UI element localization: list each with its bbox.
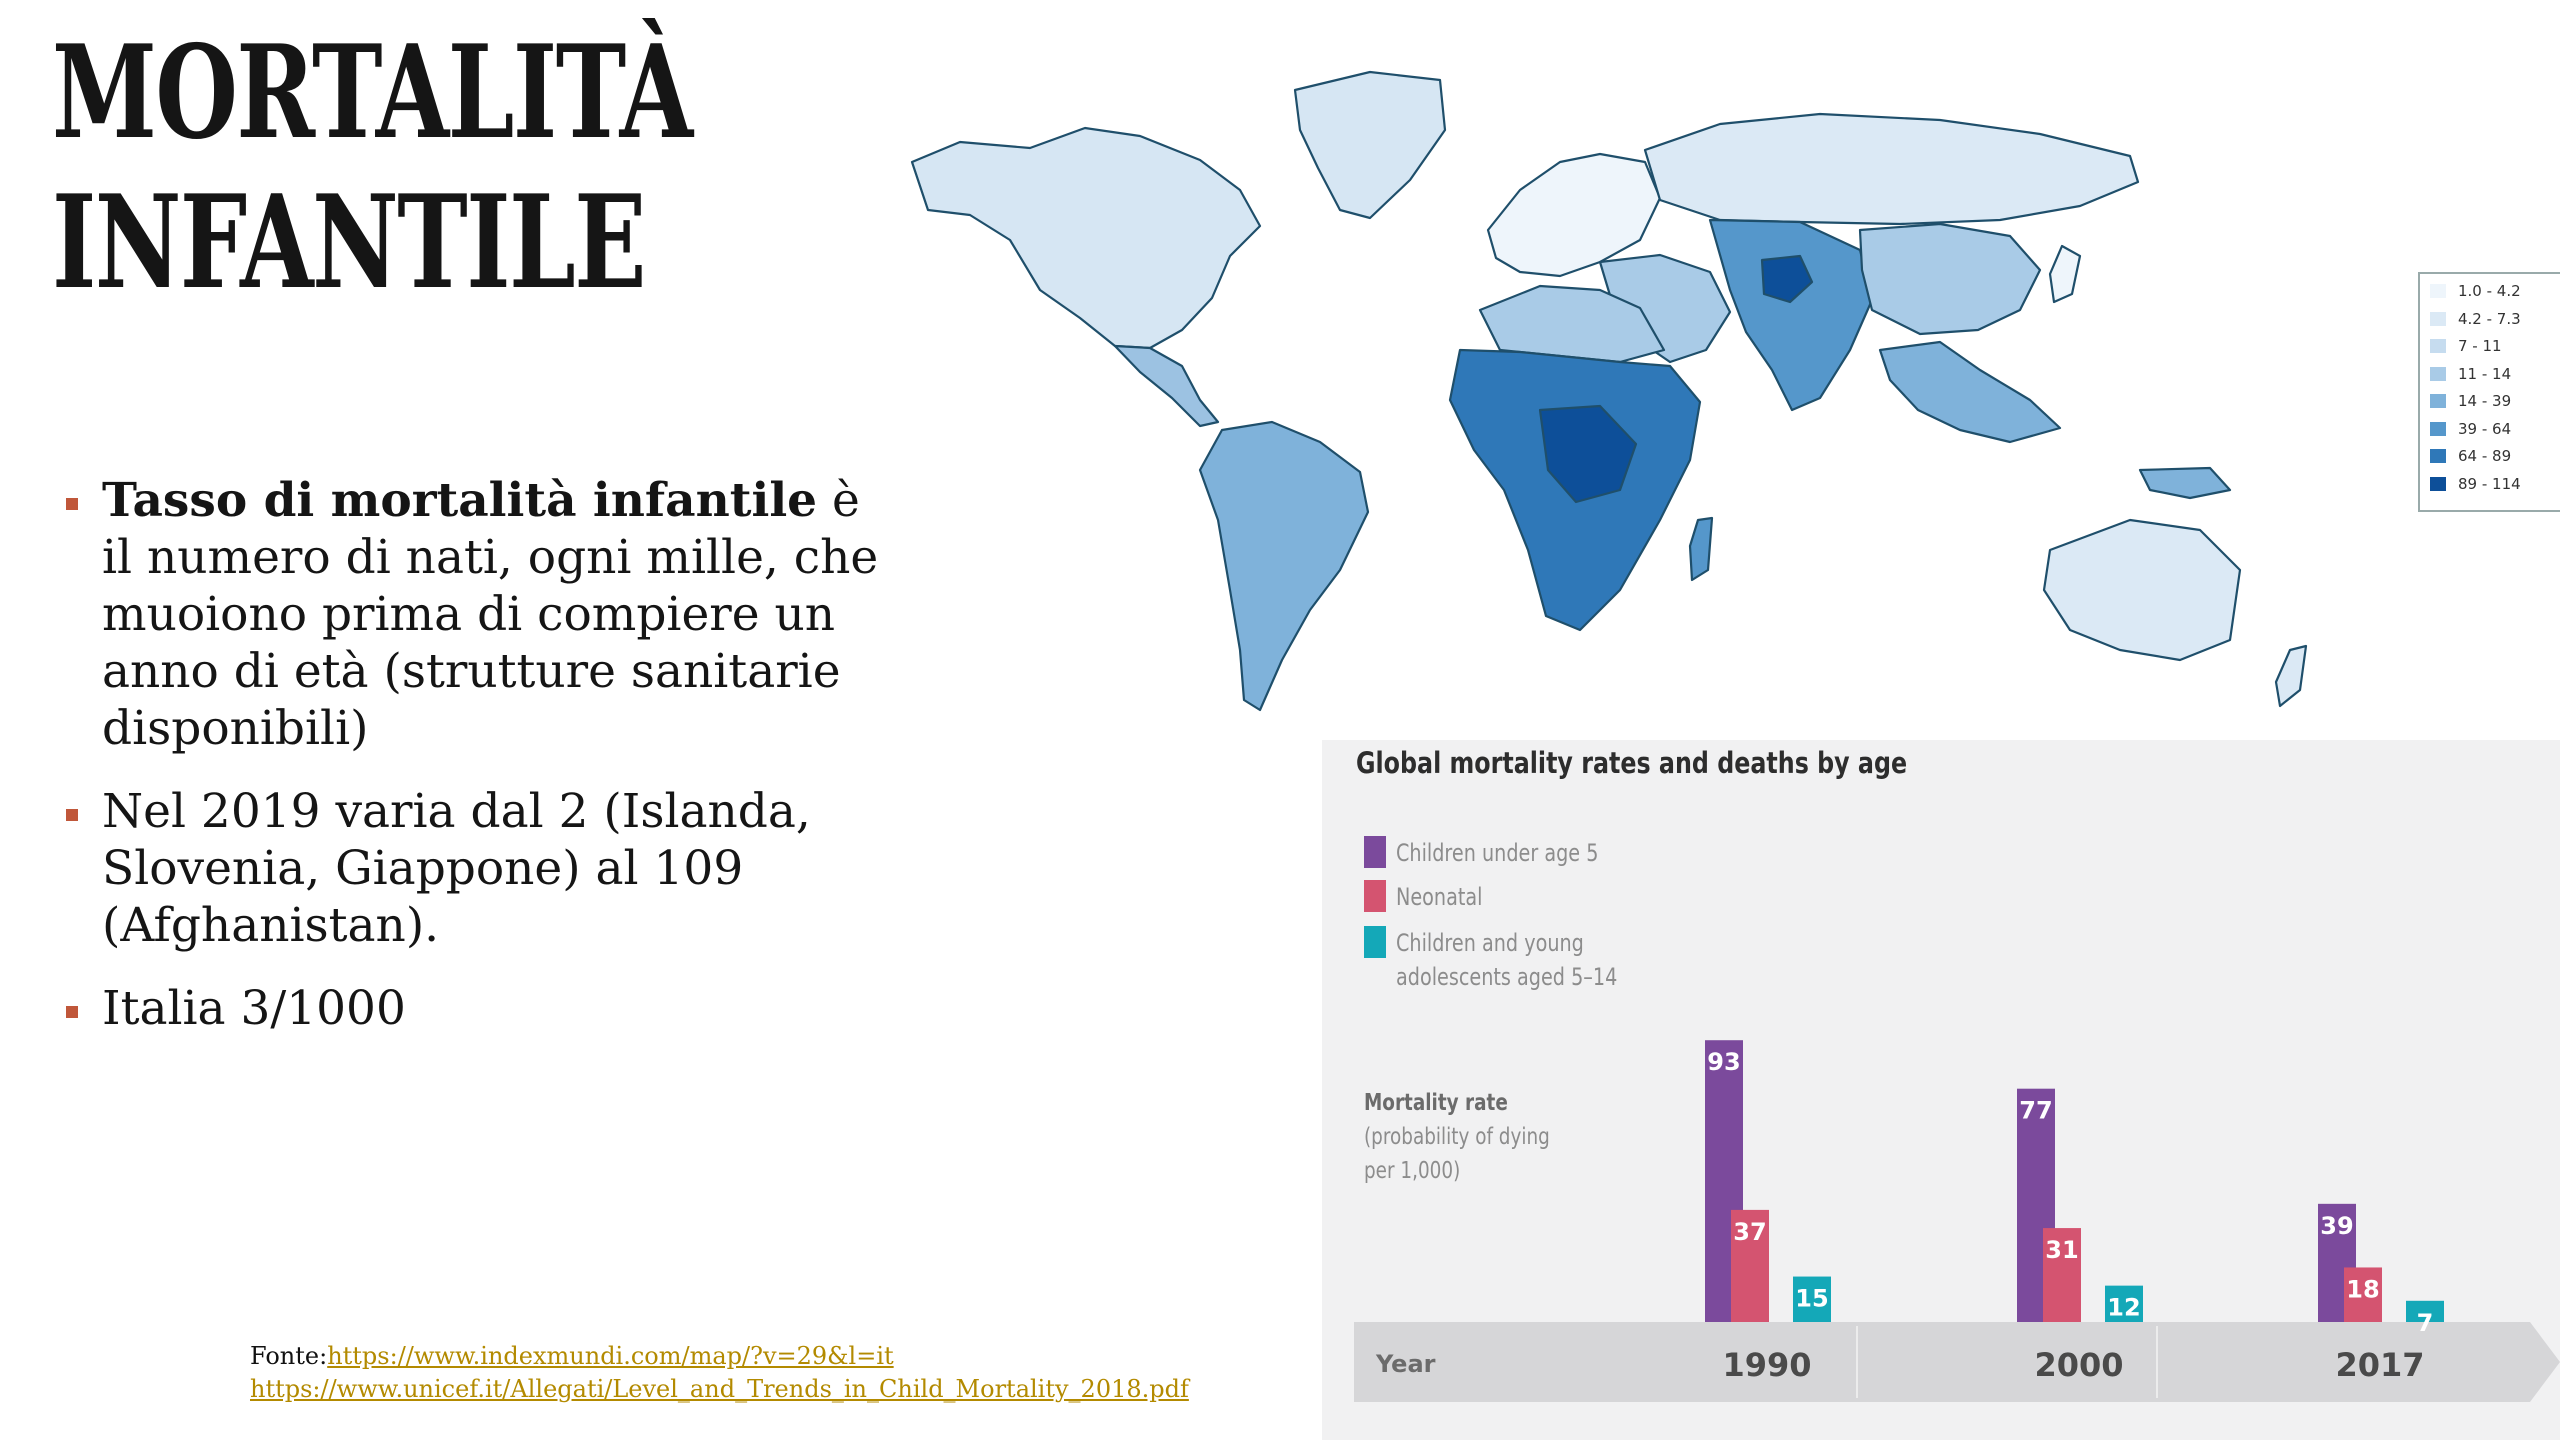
- map-central-africa: [1538, 404, 1638, 504]
- bullet-list: Tasso di mortalità infantile è il numero…: [60, 472, 900, 1063]
- title-line-1: MORTALITÀ: [52, 18, 693, 168]
- map-south-asia: [1708, 218, 1874, 412]
- source-link-unicef[interactable]: https://www.unicef.it/Allegati/Level_and…: [250, 1375, 1189, 1403]
- bar-2017-series-2: [2406, 1300, 2444, 1322]
- map-legend-label: 39 - 64: [2458, 419, 2512, 438]
- bullet-text: Nel 2019 varia dal 2 (Islanda, Slovenia,…: [102, 784, 811, 953]
- map-legend-item: 1.0 - 4.2: [2430, 282, 2521, 300]
- bar-value-label: 7: [2417, 1309, 2434, 1337]
- bullet-item: Tasso di mortalità infantile è il numero…: [60, 472, 900, 757]
- bar-2000-series-2: [2105, 1285, 2143, 1322]
- legend-swatch-5-14: [1364, 926, 1386, 958]
- legend-label-under5: Children under age 5: [1396, 839, 1599, 867]
- map-legend-item: 64 - 89: [2430, 447, 2511, 465]
- bullet-text: Italia 3/1000: [102, 981, 406, 1036]
- map-new-zealand: [2274, 644, 2308, 708]
- map-central-america: [1113, 344, 1220, 428]
- map-australia: [2042, 518, 2242, 662]
- x-axis-label: Year: [1375, 1350, 1436, 1378]
- map-afghanistan: [1760, 254, 1814, 304]
- source-citation: Fonte:https://www.indexmundi.com/map/?v=…: [250, 1340, 1189, 1406]
- map-legend-swatch: [2430, 476, 2446, 491]
- bar-value-label: 31: [2045, 1236, 2078, 1264]
- bullet-bold: Tasso di mortalità infantile: [102, 473, 818, 528]
- map-legend-item: 7 - 11: [2430, 337, 2502, 355]
- map-japan: [2048, 244, 2082, 304]
- map-legend-label: 14 - 39: [2458, 392, 2512, 410]
- x-axis-band: [1354, 1322, 2560, 1402]
- map-legend-swatch: [2430, 449, 2446, 463]
- map-papua: [2138, 466, 2232, 500]
- map-southeast-asia: [1878, 340, 2062, 444]
- map-legend-label: 11 - 14: [2458, 364, 2512, 383]
- map-legend: 1.0 - 4.2 4.2 - 7.3 7 - 11 11 - 14 14 - 39 39…: [2418, 272, 2560, 512]
- bar-value-label: 12: [2107, 1294, 2140, 1322]
- map-greenland: [1293, 70, 1447, 220]
- map-legend-swatch: [2430, 366, 2446, 381]
- bar-2017-series-1: [2344, 1267, 2382, 1322]
- bullet-item: Nel 2019 varia dal 2 (Islanda, Slovenia,…: [60, 783, 900, 954]
- bar-1990-series-1: [1731, 1209, 1769, 1322]
- title-line-2: INFANTILE: [52, 168, 646, 318]
- bullet-text: è il numero di nati, ogni mille, che muo…: [102, 473, 879, 756]
- map-legend-item: 11 - 14: [2430, 365, 2511, 383]
- map-legend-label: 1.0 - 4.2: [2458, 282, 2521, 300]
- map-legend-swatch: [2430, 394, 2446, 408]
- world-mortality-map: [910, 70, 2308, 712]
- map-legend-swatch: [2430, 421, 2446, 436]
- map-legend-label: 89 - 114: [2458, 474, 2521, 493]
- bullet-marker-icon: [66, 498, 78, 510]
- mortality-chart: Global mortality rates and deaths by age…: [1322, 740, 2560, 1440]
- bullet-marker-icon: [66, 809, 78, 821]
- x-tick-label: 2017: [2335, 1346, 2424, 1384]
- legend-swatch-neonatal: [1364, 880, 1386, 912]
- bullet-marker-icon: [66, 1006, 78, 1018]
- bar-value-label: 77: [2019, 1097, 2052, 1125]
- bar-2000-series-1: [2043, 1228, 2081, 1322]
- legend-label-neonatal: Neonatal: [1396, 883, 1483, 911]
- map-legend-swatch: [2430, 284, 2446, 298]
- bar-value-label: 39: [2320, 1212, 2353, 1240]
- bar-1990-series-2: [1793, 1276, 1831, 1322]
- x-tick-label: 1990: [1722, 1346, 1811, 1384]
- map-legend-item: 89 - 114: [2430, 475, 2521, 493]
- legend-label-5-14: Children and young adolescents aged 5–14: [1396, 929, 1618, 991]
- map-europe: [1486, 152, 1662, 278]
- bar-value-label: 15: [1795, 1285, 1828, 1313]
- map-south-america: [1198, 420, 1370, 712]
- bar-value-label: 37: [1733, 1218, 1766, 1246]
- map-madagascar: [1688, 516, 1714, 582]
- source-link-indexmundi[interactable]: https://www.indexmundi.com/map/?v=29&l=i…: [327, 1342, 894, 1370]
- map-north-america: [910, 126, 1262, 350]
- bar-value-label: 18: [2346, 1275, 2379, 1303]
- map-legend-label: 7 - 11: [2458, 337, 2502, 355]
- map-legend-item: 4.2 - 7.3: [2430, 310, 2521, 328]
- map-legend-item: 39 - 64: [2430, 420, 2511, 438]
- legend-swatch-under5: [1364, 836, 1386, 868]
- map-russia: [1643, 112, 2140, 226]
- bullet-item: Italia 3/1000: [60, 980, 900, 1037]
- map-legend-swatch: [2430, 339, 2446, 353]
- map-legend-label: 4.2 - 7.3: [2458, 309, 2521, 328]
- map-legend-item: 14 - 39: [2430, 392, 2511, 410]
- slide-title: MORTALITÀ INFANTILE: [52, 18, 693, 318]
- map-legend-swatch: [2430, 311, 2446, 326]
- x-tick-label: 2000: [2034, 1346, 2123, 1384]
- map-east-asia: [1858, 222, 2042, 336]
- y-axis-label: Mortality rate (probability of dying per…: [1364, 1090, 1550, 1184]
- map-legend-label: 64 - 89: [2458, 447, 2512, 465]
- source-label: Fonte:: [250, 1342, 328, 1370]
- bar-value-label: 93: [1707, 1048, 1740, 1076]
- chart-title: Global mortality rates and deaths by age: [1356, 746, 1908, 780]
- chart-plot: Year 93 77 39 37 31 18 15 12 7 1990 2000 2017: [1354, 1040, 2560, 1402]
